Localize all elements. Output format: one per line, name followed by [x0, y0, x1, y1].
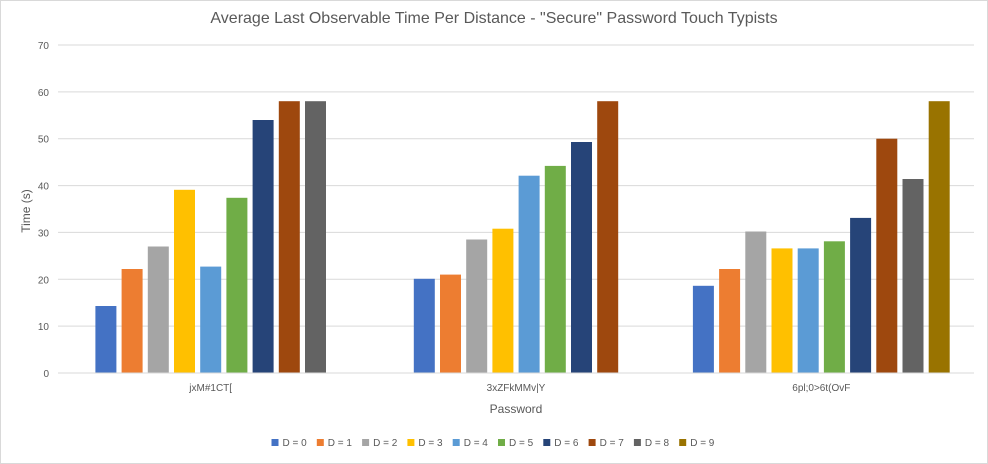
legend-swatch — [543, 439, 551, 446]
bar-d2-1 — [147, 246, 169, 373]
legend: D = 0 D = 1 D = 2 D = 3 D = 4 D = 5 D = 6 D = 7… — [271, 438, 715, 449]
y-tick-label: 50 — [38, 135, 50, 146]
legend-item: D = 4 — [452, 438, 489, 449]
legend-label: D = 8 — [645, 438, 670, 449]
bar-d1-2 — [440, 274, 461, 373]
legend-item: D = 8 — [633, 438, 670, 449]
bar-d7-2 — [597, 101, 619, 373]
legend-label: D = 2 — [373, 438, 398, 449]
legend-label: D = 0 — [283, 438, 308, 449]
bar-d1-3 — [719, 269, 741, 373]
y-axis-label: Time (s) — [19, 189, 33, 233]
bar-d8-1 — [305, 101, 326, 373]
y-tick-label: 30 — [38, 228, 50, 239]
y-tick-label: 20 — [38, 275, 50, 286]
bars — [95, 101, 950, 373]
x-tick-label: 6pl;0>6t(OvF — [792, 383, 850, 394]
y-tick-label: 10 — [38, 322, 50, 333]
y-axis-tick-labels: 0 10 20 30 40 50 60 70 — [38, 41, 50, 380]
bar-d0-3 — [692, 285, 714, 373]
legend-label: D = 5 — [509, 438, 534, 449]
bar-d7-1 — [278, 101, 300, 373]
y-tick-label: 70 — [38, 41, 50, 52]
legend-item: D = 3 — [407, 438, 443, 449]
legend-item: D = 7 — [588, 438, 625, 449]
legend-swatch — [679, 439, 687, 446]
y-tick-label: 40 — [38, 182, 50, 193]
bar-d3-2 — [492, 228, 514, 373]
x-tick-label: jxM#1CT[ — [188, 383, 232, 394]
legend-swatch — [407, 439, 415, 446]
bar-d9-3 — [928, 101, 950, 373]
legend-item: D = 6 — [543, 438, 579, 449]
x-axis-tick-labels: jxM#1CT[ 3xZFkMMv|Y 6pl;0>6t(OvF — [188, 383, 850, 394]
bar-d7-3 — [876, 138, 898, 373]
bar-d5-2 — [544, 165, 566, 373]
bar-d5-1 — [226, 197, 248, 373]
legend-label: D = 4 — [464, 438, 489, 449]
legend-label: D = 6 — [554, 438, 579, 449]
legend-item: D = 0 — [271, 438, 308, 449]
bar-d2-3 — [745, 231, 767, 373]
bar-d6-2 — [571, 142, 592, 373]
legend-swatch — [362, 439, 370, 446]
legend-item: D = 9 — [679, 438, 715, 449]
bar-d3-3 — [771, 248, 793, 373]
legend-label: D = 1 — [328, 438, 353, 449]
bar-d5-3 — [823, 241, 845, 373]
bar-d3-1 — [174, 189, 195, 373]
bar-d4-3 — [797, 248, 819, 373]
legend-item: D = 5 — [498, 438, 534, 449]
bar-d0-2 — [413, 278, 435, 373]
bar-d6-3 — [850, 217, 872, 373]
legend-label: D = 3 — [418, 438, 443, 449]
bar-d4-2 — [518, 175, 540, 373]
bar-d8-3 — [902, 179, 924, 373]
bar-d1-1 — [121, 269, 143, 373]
legend-swatch — [452, 439, 460, 446]
legend-label: D = 9 — [690, 438, 715, 449]
legend-label: D = 7 — [600, 438, 625, 449]
bar-d0-1 — [95, 306, 117, 373]
legend-swatch — [633, 439, 641, 446]
bar-d2-2 — [466, 239, 488, 373]
legend-swatch — [588, 439, 596, 446]
y-tick-label: 0 — [43, 369, 49, 380]
x-axis-label: Password — [490, 402, 543, 416]
legend-item: D = 2 — [362, 438, 398, 449]
x-tick-label: 3xZFkMMv|Y — [487, 383, 546, 394]
legend-swatch — [498, 439, 505, 446]
legend-swatch — [316, 439, 324, 446]
bar-d6-1 — [252, 120, 274, 373]
chart-title: Average Last Observable Time Per Distanc… — [210, 10, 777, 27]
legend-swatch — [271, 439, 279, 446]
legend-item: D = 1 — [316, 438, 353, 449]
bar-d4-1 — [200, 266, 222, 373]
y-tick-label: 60 — [38, 88, 50, 99]
